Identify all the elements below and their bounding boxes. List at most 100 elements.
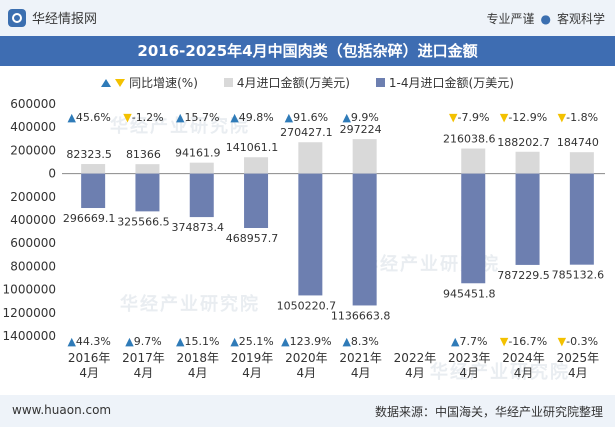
legend-cumulative: 1-4月进口金额(万美元) — [375, 74, 514, 91]
cumulative-value-label: 374873.4 — [172, 221, 225, 234]
monthly-value-label: 94161.9 — [175, 147, 221, 160]
footer: www.huaon.com 数据来源：中国海关，华经产业研究院整理 — [0, 395, 615, 427]
x-tick-label: 4月 — [459, 366, 479, 380]
y-tick-label: 200000 — [10, 143, 56, 157]
legend-monthly-swatch — [223, 78, 233, 87]
cumulative-growth-label: ▲7.7% — [451, 335, 487, 348]
cumulative-value-label: 1136663.8 — [331, 309, 391, 322]
legend-monthly-label: 4月进口金额(万美元) — [236, 76, 350, 90]
down-triangle-icon — [115, 78, 126, 87]
y-tick-label: 400000 — [10, 120, 56, 134]
y-tick-label: 400000 — [10, 213, 56, 227]
x-tick-label: 4月 — [297, 366, 317, 380]
cumulative-bar — [515, 173, 540, 265]
x-tick-label: 2023年 — [448, 351, 491, 365]
cumulative-bar — [461, 173, 486, 284]
y-tick-label: 1400000 — [3, 329, 56, 343]
monthly-value-label: 141061.1 — [226, 141, 279, 154]
monthly-growth-label: ▲49.8% — [230, 111, 273, 124]
y-tick-label: 0 — [48, 167, 56, 181]
y-tick-label: 600000 — [10, 236, 56, 250]
y-tick-label: 200000 — [10, 190, 56, 204]
monthly-value-label: 188202.7 — [497, 136, 550, 149]
cumulative-growth-label: ▲25.1% — [230, 335, 273, 348]
legend-growth: 同比增速(%) — [101, 74, 198, 91]
monthly-bar — [569, 152, 594, 174]
cumulative-bar — [81, 173, 106, 209]
x-tick-label: 2021年 — [339, 351, 382, 365]
monthly-value-label: 184740 — [557, 136, 599, 149]
monthly-bar — [244, 157, 269, 174]
monthly-bar — [298, 142, 323, 174]
slogan-tags: 专业严谨 ● 客观科学 — [486, 10, 605, 27]
x-tick-label: 2024年 — [502, 351, 545, 365]
top-bar: 华经情报网 专业严谨 ● 客观科学 — [0, 0, 615, 36]
x-tick-label: 4月 — [188, 366, 208, 380]
legend-growth-label: 同比增速(%) — [129, 76, 198, 90]
monthly-growth-label: ▲15.7% — [176, 111, 219, 124]
cumulative-growth-label: ▼-0.3% — [558, 335, 598, 348]
monthly-growth-label: ▼-7.9% — [449, 111, 489, 124]
monthly-bar — [81, 164, 106, 174]
legend-monthly: 4月进口金额(万美元) — [223, 74, 350, 91]
cumulative-bar — [352, 173, 377, 306]
x-tick-label: 4月 — [405, 366, 425, 380]
monthly-growth-label: ▼-12.9% — [500, 111, 547, 124]
x-tick-label: 4月 — [568, 366, 588, 380]
cumulative-growth-label: ▲8.3% — [342, 335, 378, 348]
footer-source: 数据来源：中国海关，华经产业研究院整理 — [374, 405, 603, 419]
monthly-growth-label: ▼-1.2% — [123, 111, 163, 124]
tag-professional: 专业严谨 — [486, 12, 535, 26]
x-tick-label: 4月 — [134, 366, 154, 380]
monthly-growth-label: ▼-1.8% — [558, 111, 598, 124]
brand-logo-icon — [8, 8, 26, 27]
y-tick-label: 600000 — [10, 97, 56, 111]
cumulative-bar — [135, 173, 160, 212]
monthly-growth-label: ▲9.9% — [342, 111, 378, 124]
chart-legend: 同比增速(%) 4月进口金额(万美元) 1-4月进口金额(万美元) — [0, 74, 615, 91]
monthly-bar — [515, 151, 540, 174]
y-tick-label: 1000000 — [3, 283, 56, 297]
monthly-growth-label: ▲91.6% — [285, 111, 328, 124]
cumulative-value-label: 1050220.7 — [277, 299, 337, 312]
monthly-bar — [135, 164, 160, 174]
x-tick-label: 4月 — [242, 366, 262, 380]
site-name: 华经情报网 — [32, 12, 98, 27]
chart-canvas: 600000 400000 200000 0 200000 400000 600000 800… — [3, 97, 605, 380]
footer-website-link[interactable]: www.huaon.com — [12, 403, 112, 417]
brand[interactable]: 华经情报网 — [8, 8, 97, 27]
monthly-value-label: 216038.6 — [443, 133, 496, 146]
cumulative-growth-label: ▲123.9% — [281, 335, 331, 348]
cumulative-value-label: 325566.5 — [117, 215, 170, 228]
cumulative-growth-label: ▼-16.7% — [500, 335, 547, 348]
cumulative-growth-label: ▲44.3% — [67, 335, 110, 348]
x-tick-label: 2019年 — [231, 351, 274, 365]
monthly-bar — [189, 162, 214, 174]
monthly-value-label: 81366 — [126, 148, 161, 161]
y-tick-label: 800000 — [10, 259, 56, 273]
chart-title: 2016-2025年4月中国肉类（包括杂碎）进口金额 — [0, 36, 615, 66]
cumulative-value-label: 785132.6 — [552, 269, 605, 282]
cumulative-value-label: 945451.8 — [443, 287, 496, 300]
monthly-growth-label: ▲45.6% — [67, 111, 110, 124]
x-tick-label: 2022年 — [394, 351, 437, 365]
monthly-value-label: 82323.5 — [66, 148, 112, 161]
cumulative-bar — [189, 173, 214, 218]
up-triangle-icon — [101, 78, 112, 87]
cumulative-value-label: 468957.7 — [226, 232, 279, 245]
tag-separator: ● — [540, 11, 551, 26]
x-tick-label: 2016年 — [68, 351, 111, 365]
x-tick-label: 2020年 — [285, 351, 328, 365]
cumulative-bar — [298, 173, 323, 296]
monthly-bar — [461, 148, 486, 174]
monthly-value-label: 270427.1 — [280, 126, 333, 139]
cumulative-growth-label: ▲9.7% — [125, 335, 161, 348]
cumulative-growth-label: ▲15.1% — [176, 335, 219, 348]
x-tick-label: 2025年 — [557, 351, 600, 365]
tag-objective: 客观科学 — [556, 12, 605, 26]
legend-cumulative-label: 1-4月进口金额(万美元) — [388, 76, 514, 90]
cumulative-value-label: 296669.1 — [63, 212, 116, 225]
monthly-value-label: 297224 — [340, 123, 382, 136]
legend-cumulative-swatch — [375, 78, 385, 87]
cumulative-bar — [244, 173, 269, 228]
